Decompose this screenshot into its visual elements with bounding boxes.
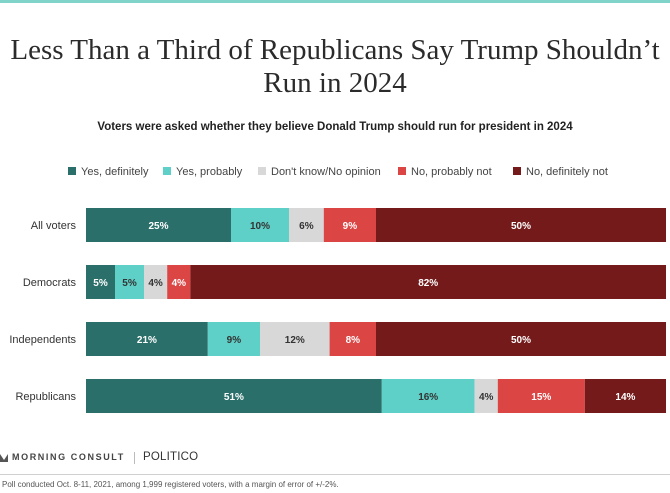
bar-segment — [381, 379, 475, 413]
bar-segment — [207, 322, 260, 356]
bar-segment — [167, 265, 191, 299]
data-label: 5% — [93, 278, 108, 289]
bar-segment — [86, 322, 208, 356]
legend-swatch — [513, 167, 521, 175]
legend-swatch — [398, 167, 406, 175]
data-label: 10% — [250, 221, 270, 232]
legend-swatch — [68, 167, 76, 175]
data-label: 50% — [511, 335, 531, 346]
legend-label: No, probably not — [411, 166, 492, 178]
bar-segment — [329, 322, 376, 356]
logo-separator — [134, 452, 135, 464]
bar-segment — [497, 379, 585, 413]
morning-consult-logo-icon — [0, 454, 8, 462]
data-label: 16% — [418, 392, 438, 403]
legend-swatch — [163, 167, 171, 175]
data-label: 9% — [227, 335, 242, 346]
bar-segment — [323, 208, 376, 242]
chart-subtitle: Voters were asked whether they believe D… — [97, 121, 573, 133]
legend-item-0: Yes, definitely — [68, 166, 148, 178]
data-label: 51% — [224, 392, 244, 403]
bar-segment — [190, 265, 666, 299]
category-label: Republicans — [15, 391, 76, 403]
bar-segment — [376, 322, 666, 356]
bar-segment — [144, 265, 168, 299]
data-label: 4% — [479, 392, 494, 403]
stacked-bar-chart: All voters 25% 10% 6% 9% 50% Democrats 5% 5% 4% 4%… — [9, 208, 666, 413]
legend-item-1: Yes, probably — [163, 166, 242, 178]
methodology-footnote: Poll conducted Oct. 8-11, 2021, among 1,… — [2, 480, 339, 489]
bar-segment — [289, 208, 324, 242]
data-label: 9% — [343, 221, 358, 232]
category-label: Independents — [9, 334, 76, 346]
data-label: 14% — [615, 392, 635, 403]
legend-swatch — [258, 167, 266, 175]
bar-segment — [86, 379, 382, 413]
data-label: 82% — [418, 278, 438, 289]
data-label: 8% — [346, 335, 361, 346]
category-label: Democrats — [23, 277, 77, 289]
chart-legend: Yes, definitely Yes, probably Don't know/N… — [0, 166, 670, 180]
politico-logo-text: POLITICO — [143, 451, 199, 463]
legend-label: Don't know/No opinion — [271, 166, 381, 178]
legend-item-2: Don't know/No opinion — [258, 166, 381, 178]
bar-segment — [86, 208, 231, 242]
data-label: 5% — [122, 278, 137, 289]
legend-label: Yes, definitely — [81, 166, 149, 178]
chart-title: Less Than a Third of Republicans Say Tru… — [0, 34, 670, 100]
bar-segment — [584, 379, 666, 413]
legend-label: No, definitely not — [526, 166, 608, 178]
bar-segment — [376, 208, 666, 242]
category-label: All voters — [31, 220, 77, 232]
data-label: 4% — [172, 278, 187, 289]
bar-segment — [474, 379, 498, 413]
data-label: 15% — [531, 392, 551, 403]
legend-item-4: No, definitely not — [513, 166, 608, 178]
data-label: 21% — [137, 335, 157, 346]
data-label: 12% — [285, 335, 305, 346]
data-label: 25% — [148, 221, 168, 232]
legend-label: Yes, probably — [176, 166, 243, 178]
legend-item-3: No, probably not — [398, 166, 492, 178]
data-label: 6% — [299, 221, 314, 232]
bar-segment — [260, 322, 330, 356]
bar-segment — [231, 208, 289, 242]
bar-segment — [86, 265, 115, 299]
data-label: 50% — [511, 221, 531, 232]
chart-title-line-2: Run in 2024 — [263, 67, 407, 99]
top-accent-rule — [0, 0, 670, 3]
chart-title-line-1: Less Than a Third of Republicans Say Tru… — [10, 34, 660, 66]
bar-segment — [115, 265, 144, 299]
footer-divider — [0, 474, 670, 475]
morning-consult-logo-text: MORNING CONSULT — [12, 452, 125, 462]
data-label: 4% — [148, 278, 163, 289]
footer-logos: MORNING CONSULT POLITICO — [0, 451, 670, 466]
